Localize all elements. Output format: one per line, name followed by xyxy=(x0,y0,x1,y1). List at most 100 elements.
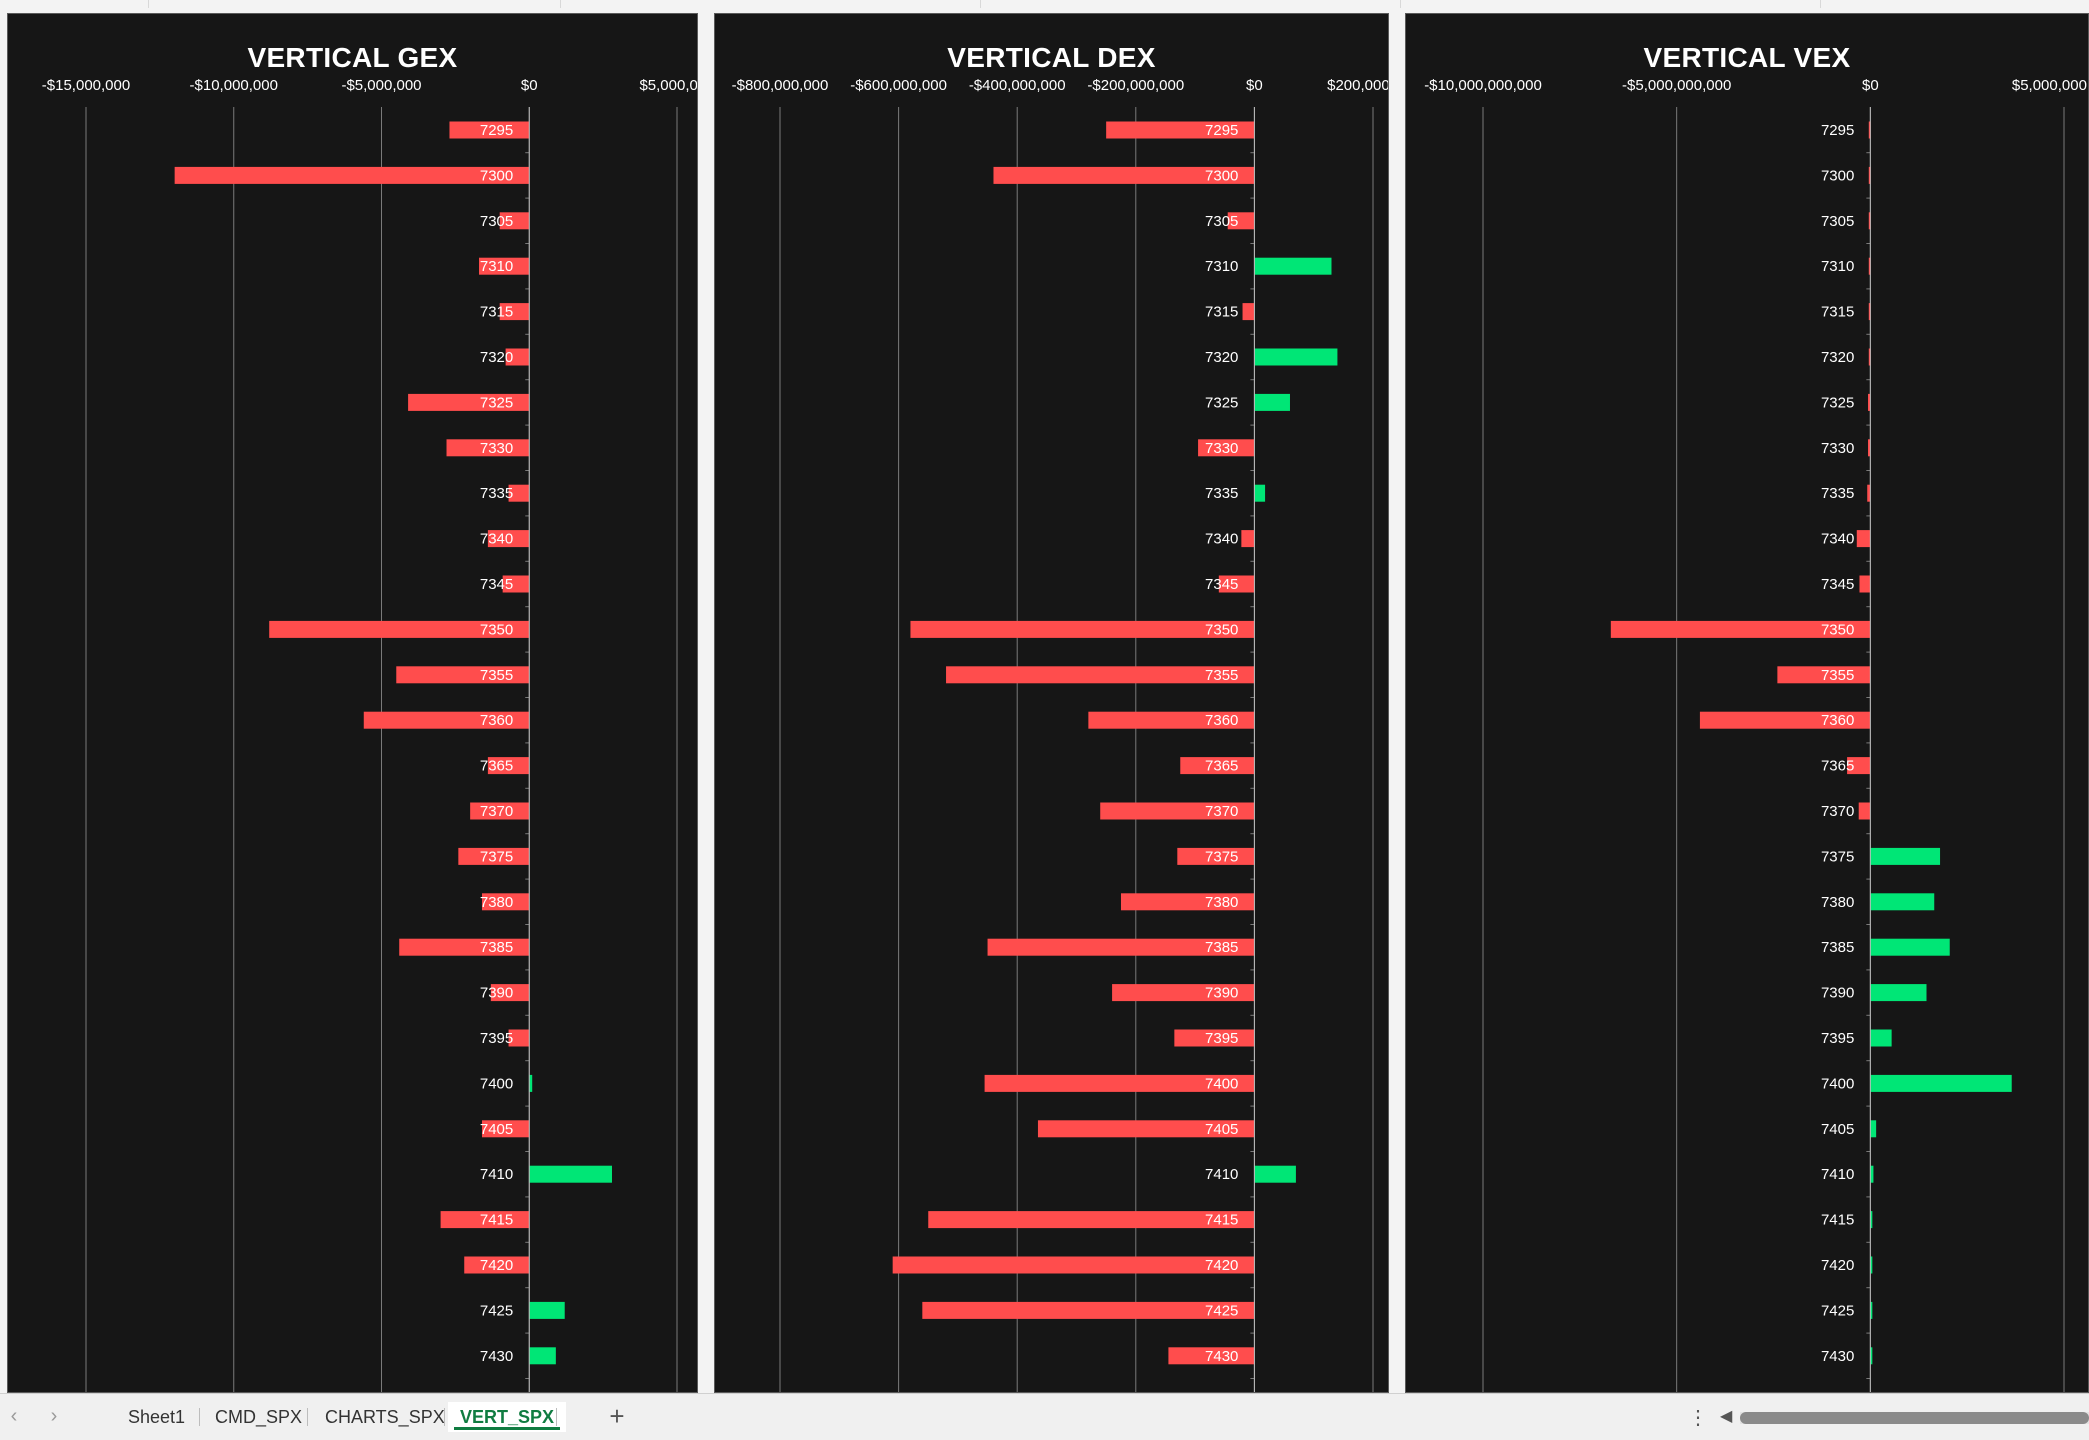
sheet-tab-vert-spx[interactable]: VERT_SPX xyxy=(448,1402,567,1432)
bar xyxy=(1868,303,1871,321)
category-label: 7325 xyxy=(1821,394,1854,411)
bar xyxy=(984,1074,1255,1092)
bar xyxy=(892,1256,1255,1274)
x-tick-label: $0 xyxy=(1862,77,1879,94)
bar xyxy=(1870,984,1927,1002)
category-label: 7320 xyxy=(1821,349,1854,366)
horizontal-scrollbar[interactable] xyxy=(1740,1412,2089,1424)
bar xyxy=(987,938,1255,956)
spreadsheet-grid[interactable]: VERTICAL GEX -$15,000,000 -$10,000,000 -$5… xyxy=(0,0,2089,1393)
bar xyxy=(363,711,530,729)
x-tick-label: -$5,000,000,000 xyxy=(1622,77,1731,94)
x-tick-label: -$400,000,000 xyxy=(969,77,1066,94)
scroll-left-icon[interactable]: ◀ xyxy=(1720,1408,1733,1425)
sheet-tab-charts-spx[interactable]: CHARTS_SPX xyxy=(325,1407,445,1427)
category-label: 7375 xyxy=(1821,848,1854,865)
scrollbar-thumb[interactable] xyxy=(1740,1412,2089,1424)
sheet-tab-sheet1[interactable]: Sheet1 xyxy=(128,1407,186,1427)
category-label: 7345 xyxy=(1821,576,1854,593)
x-tick-label: $0 xyxy=(1246,77,1263,94)
category-label: 7350 xyxy=(1205,621,1238,638)
bar xyxy=(1870,893,1935,911)
bar xyxy=(1254,257,1332,275)
category-label: 7345 xyxy=(1205,576,1238,593)
category-label: 7355 xyxy=(1821,667,1854,684)
chart-title: VERTICAL DEX xyxy=(947,42,1156,73)
category-label: 7320 xyxy=(1205,349,1238,366)
x-tick-label: -$10,000,000 xyxy=(190,77,278,94)
x-tick-label: $200,000,000 xyxy=(1327,77,1389,94)
category-label: 7325 xyxy=(1205,394,1238,411)
vex-chart[interactable]: VERTICAL VEX -$10,000,000,000 -$5,000,000… xyxy=(1405,13,2089,1393)
category-label: 7425 xyxy=(1821,1302,1854,1319)
category-label: 7385 xyxy=(480,939,513,956)
category-label: 7315 xyxy=(1821,304,1854,321)
bar xyxy=(508,1029,530,1047)
category-label: 7425 xyxy=(480,1302,513,1319)
bar xyxy=(1218,575,1255,593)
chart-title: VERTICAL GEX xyxy=(247,42,458,73)
bar xyxy=(481,893,530,911)
bar xyxy=(1858,802,1871,820)
category-label: 7310 xyxy=(480,258,513,275)
bar xyxy=(458,847,530,865)
category-label: 7365 xyxy=(480,758,513,775)
category-label: 7380 xyxy=(480,894,513,911)
bar xyxy=(1180,757,1255,775)
category-label: 7305 xyxy=(1205,213,1238,230)
bar xyxy=(440,1211,530,1229)
bar xyxy=(399,938,530,956)
category-label: 7340 xyxy=(1821,531,1854,548)
category-label: 7400 xyxy=(1205,1075,1238,1092)
plus-icon[interactable]: + xyxy=(609,1401,625,1431)
category-label: 7370 xyxy=(480,803,513,820)
bar xyxy=(449,121,530,139)
bar xyxy=(1699,711,1871,729)
bar xyxy=(1120,893,1255,911)
category-label: 7360 xyxy=(1821,712,1854,729)
bar xyxy=(529,1074,533,1092)
category-label: 7405 xyxy=(1205,1121,1238,1138)
category-label: 7420 xyxy=(1821,1257,1854,1274)
bar xyxy=(1868,348,1871,366)
bar xyxy=(446,439,530,457)
chevron-left-icon[interactable]: ‹ xyxy=(10,1405,18,1427)
bar xyxy=(502,575,530,593)
category-label: 7385 xyxy=(1205,939,1238,956)
bar xyxy=(499,212,530,230)
category-label: 7375 xyxy=(1205,848,1238,865)
category-label: 7305 xyxy=(480,213,513,230)
bar xyxy=(479,257,530,275)
category-label: 7315 xyxy=(480,304,513,321)
category-label: 7340 xyxy=(480,531,513,548)
bar xyxy=(529,1301,565,1319)
bar xyxy=(1100,802,1255,820)
sheet-tab-bar: ‹ › Sheet1 CMD_SPX CHARTS_SPX VERT_SPX +… xyxy=(0,1393,2089,1440)
chevron-right-icon[interactable]: › xyxy=(50,1405,58,1427)
category-label: 7370 xyxy=(1205,803,1238,820)
category-label: 7385 xyxy=(1821,939,1854,956)
bar xyxy=(1242,303,1255,321)
sheet-tab-cmd-spx[interactable]: CMD_SPX xyxy=(215,1407,303,1427)
category-label: 7360 xyxy=(1205,712,1238,729)
x-tick-label: -$800,000,000 xyxy=(732,77,829,94)
bar xyxy=(946,666,1255,684)
category-label: 7295 xyxy=(1821,122,1854,139)
bar xyxy=(408,393,530,411)
x-tick-label: $5,000,000,000 xyxy=(2012,77,2089,94)
bar xyxy=(464,1256,530,1274)
bar xyxy=(1254,393,1290,411)
category-label: 7380 xyxy=(1821,894,1854,911)
category-label: 7315 xyxy=(1205,304,1238,321)
category-label: 7345 xyxy=(480,576,513,593)
bar xyxy=(269,620,530,638)
bar xyxy=(928,1211,1255,1229)
category-label: 7310 xyxy=(1821,258,1854,275)
gex-chart[interactable]: VERTICAL GEX -$15,000,000 -$10,000,000 -$5… xyxy=(7,13,698,1393)
bar xyxy=(1254,1165,1296,1183)
category-label: 7410 xyxy=(1821,1166,1854,1183)
bar xyxy=(1870,1029,1892,1047)
vertical-ellipsis-icon[interactable]: ⋮ xyxy=(1688,1407,1708,1429)
category-label: 7335 xyxy=(1821,485,1854,502)
dex-chart[interactable]: VERTICAL DEX -$800,000,000 -$600,000,000-… xyxy=(714,13,1389,1393)
